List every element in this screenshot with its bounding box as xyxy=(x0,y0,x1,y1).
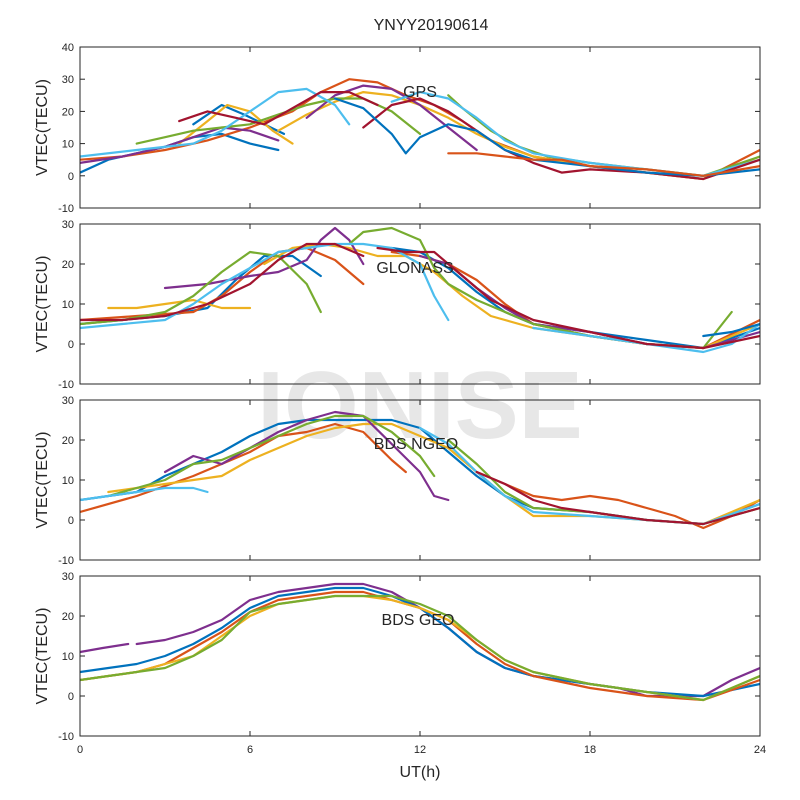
series-line-11 xyxy=(178,90,379,126)
panel-label: GLONASS xyxy=(376,260,453,277)
y-tick-label: 10 xyxy=(62,651,74,663)
series-group xyxy=(80,78,760,181)
y-tick-label: 0 xyxy=(68,515,74,527)
series-line-7 xyxy=(80,486,209,502)
panel-1: -10 0 10 20 30 VTEC(TECU) GLONASS xyxy=(34,219,761,391)
y-axis-label: VTEC(TECU) xyxy=(34,608,51,705)
series-line-12 xyxy=(80,242,365,322)
series-line-9 xyxy=(80,87,351,158)
figure-title: YNYY20190614 xyxy=(374,17,489,34)
series-line-11 xyxy=(532,322,760,354)
series-line-1 xyxy=(80,422,407,514)
series-line-12 xyxy=(362,97,760,181)
y-tick-label: 20 xyxy=(62,435,74,447)
series-line-4 xyxy=(107,298,252,310)
y-tick-label: 20 xyxy=(62,259,74,271)
series-line-9 xyxy=(475,470,760,526)
series-line-6 xyxy=(163,226,365,290)
axes-box xyxy=(79,575,761,737)
y-tick-label: 10 xyxy=(62,299,74,311)
series-group xyxy=(80,226,760,354)
series-line-2 xyxy=(80,586,760,698)
x-tick-label: 0 xyxy=(77,744,83,756)
axes-box xyxy=(79,46,761,209)
y-tick-label: 0 xyxy=(68,691,74,703)
panel-0: -10 0 10 20 30 40 VTEC(TECU) GPS xyxy=(34,42,761,215)
series-line-3 xyxy=(178,103,294,145)
y-tick-label: -10 xyxy=(58,555,74,567)
y-axis-label: VTEC(TECU) xyxy=(34,432,51,529)
y-tick-label: 40 xyxy=(62,42,74,54)
y-tick-label: 30 xyxy=(62,74,74,86)
series-line-0 xyxy=(80,642,130,654)
series-line-2 xyxy=(475,470,760,530)
panel-label: GPS xyxy=(403,84,437,101)
series-group xyxy=(80,582,760,702)
x-tick-label: 6 xyxy=(247,744,253,756)
watermark: IONISE xyxy=(257,352,582,459)
x-axis-label: UT(h) xyxy=(400,764,441,781)
series-line-5 xyxy=(107,414,436,498)
y-tick-label: 0 xyxy=(68,171,74,183)
y-tick-label: 0 xyxy=(68,339,74,351)
x-tick-label: 24 xyxy=(754,744,766,756)
y-tick-label: -10 xyxy=(58,203,74,215)
x-tick-label: 12 xyxy=(414,744,426,756)
series-line-3 xyxy=(80,590,760,702)
y-tick-label: 20 xyxy=(62,106,74,118)
series-line-6 xyxy=(305,84,478,152)
panel-2: -10 0 10 20 30 VTEC(TECU) BDS NGEO xyxy=(34,395,761,567)
series-line-5 xyxy=(263,242,760,350)
y-tick-label: 30 xyxy=(62,571,74,583)
panel-label: BDS NGEO xyxy=(374,436,458,453)
y-axis-label: VTEC(TECU) xyxy=(34,79,51,176)
y-tick-label: 30 xyxy=(62,395,74,407)
series-line-4 xyxy=(163,410,450,502)
series-line-5 xyxy=(80,594,760,702)
series-line-13 xyxy=(333,97,760,177)
y-tick-label: 20 xyxy=(62,611,74,623)
y-tick-label: -10 xyxy=(58,731,74,743)
x-tick-label: 18 xyxy=(584,744,596,756)
series-line-4 xyxy=(277,90,760,181)
series-line-13 xyxy=(376,246,760,350)
y-tick-label: 10 xyxy=(62,139,74,151)
y-tick-label: 10 xyxy=(62,475,74,487)
series-line-1 xyxy=(135,582,760,698)
y-tick-label: 30 xyxy=(62,219,74,231)
y-axis-label: VTEC(TECU) xyxy=(34,256,51,353)
series-line-10 xyxy=(80,242,450,330)
series-group xyxy=(80,410,760,530)
series-line-8 xyxy=(80,250,322,326)
y-tick-label: -10 xyxy=(58,379,74,391)
panel-label: BDS GEO xyxy=(382,612,455,629)
series-line-5 xyxy=(80,126,280,164)
series-line-14 xyxy=(447,152,760,177)
series-line-14 xyxy=(702,322,760,338)
